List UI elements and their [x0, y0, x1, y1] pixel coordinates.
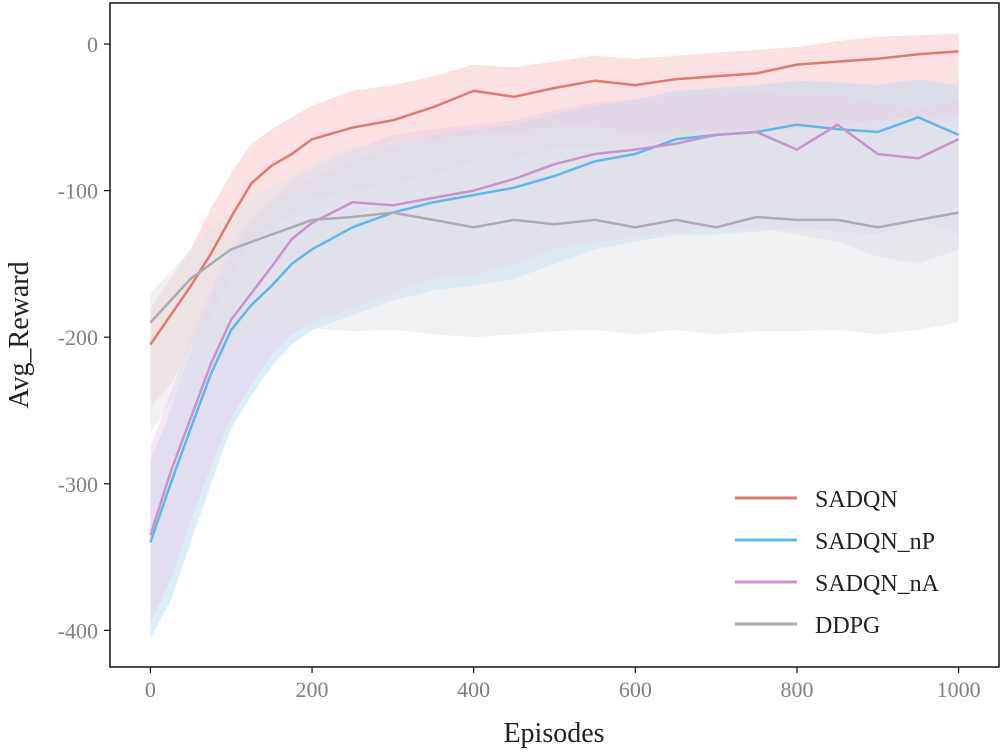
- y-axis: 0 -100 -200 -300 -400: [58, 32, 110, 643]
- y-tick-label: 0: [87, 32, 98, 57]
- band-ddpg: [150, 120, 959, 433]
- x-tick-label: 200: [296, 677, 329, 702]
- x-tick-label: 600: [619, 677, 652, 702]
- x-tick-label: 1000: [937, 677, 981, 702]
- y-tick-label: -300: [58, 472, 98, 497]
- y-tick-label: -100: [58, 179, 98, 204]
- x-tick-label: 0: [145, 677, 156, 702]
- x-tick-label: 400: [457, 677, 490, 702]
- x-axis: 0 200 400 600 800 1000: [145, 667, 981, 702]
- x-tick-label: 800: [780, 677, 813, 702]
- plot-frame: [109, 2, 1000, 668]
- legend-label-sadqn: SADQN: [815, 487, 898, 513]
- legend-label-sadqn-na: SADQN_nA: [815, 571, 940, 597]
- series-lines: [149, 50, 960, 543]
- legend-label-sadqn-np: SADQN_nP: [815, 529, 935, 555]
- legend-label-ddpg: DDPG: [815, 613, 880, 639]
- y-axis-title: Avg_Reward: [4, 261, 35, 408]
- line-ddpg: [149, 211, 959, 324]
- line-sadqn: [149, 50, 959, 346]
- y-tick-label: -400: [58, 618, 98, 643]
- x-axis-title: Episodes: [503, 718, 604, 749]
- line-sadqn-na: [149, 123, 960, 536]
- legend: SADQN SADQN_nP SADQN_nA DDPG: [735, 487, 940, 639]
- line-sadqn-np: [149, 116, 960, 543]
- y-tick-label: -200: [58, 325, 98, 350]
